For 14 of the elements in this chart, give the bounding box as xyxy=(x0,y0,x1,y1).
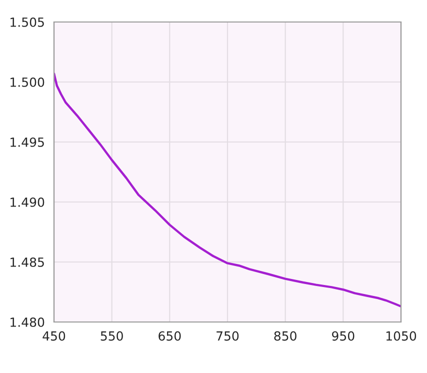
y-tick-label: 1.505 xyxy=(10,17,44,27)
y-tick-label: 1.485 xyxy=(10,257,44,267)
x-tick-label: 450 xyxy=(42,331,66,341)
y-tick-label: 1.495 xyxy=(10,137,44,147)
x-tick-label: 950 xyxy=(332,331,354,341)
line-series xyxy=(54,72,401,308)
y-tick-label: 1.500 xyxy=(10,77,44,87)
x-tick-label: 750 xyxy=(216,331,239,341)
x-tick-label: 550 xyxy=(100,331,123,341)
y-tick-label: 1.490 xyxy=(10,197,44,207)
x-tick-label: 850 xyxy=(274,331,296,341)
x-tick-label: 1050 xyxy=(386,331,416,341)
x-tick-label: 650 xyxy=(158,331,181,341)
y-tick-label: 1.480 xyxy=(10,317,44,327)
